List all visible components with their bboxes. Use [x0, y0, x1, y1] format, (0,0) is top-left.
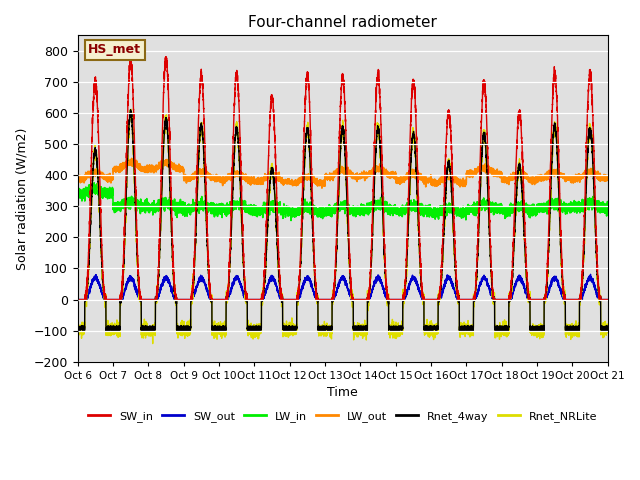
Rnet_NRLite [491, 329, 499, 335]
LW_out [318, 185, 326, 191]
Text: HS_met: HS_met [88, 43, 141, 56]
LW_in [182, 207, 189, 213]
LW_in [90, 180, 98, 186]
Rnet_NRLite [273, 216, 280, 222]
Line: LW_in: LW_in [77, 183, 608, 220]
Rnet_NRLite [182, 331, 189, 336]
Line: Rnet_NRLite: Rnet_NRLite [77, 109, 608, 344]
Rnet_4way [564, 328, 572, 334]
LW_in [491, 207, 499, 213]
Rnet_4way [602, 324, 610, 330]
Line: SW_out: SW_out [77, 274, 608, 300]
Rnet_NRLite [602, 325, 610, 331]
Rnet_4way [604, 325, 612, 331]
Rnet_4way [188, 296, 195, 302]
LW_out [182, 177, 189, 182]
Line: LW_out: LW_out [77, 158, 608, 188]
LW_out [188, 173, 195, 179]
LW_out [604, 178, 612, 183]
Y-axis label: Solar radiation (W/m2): Solar radiation (W/m2) [15, 127, 28, 270]
SW_out [187, 297, 195, 302]
Rnet_NRLite [74, 324, 81, 330]
SW_out [182, 297, 189, 302]
LW_in [287, 217, 295, 223]
SW_in [162, 54, 170, 60]
Title: Four-channel radiometer: Four-channel radiometer [248, 15, 437, 30]
Line: SW_in: SW_in [77, 57, 608, 300]
Rnet_NRLite [604, 324, 612, 329]
SW_in [188, 295, 195, 300]
Rnet_4way [182, 327, 189, 333]
LW_out [602, 172, 610, 178]
Rnet_4way [491, 324, 499, 329]
LW_out [128, 156, 136, 161]
LW_out [272, 173, 280, 179]
LW_out [416, 174, 424, 180]
SW_out [272, 283, 280, 289]
SW_in [491, 297, 499, 302]
SW_in [602, 297, 610, 302]
SW_out [416, 290, 424, 296]
Rnet_NRLite [188, 295, 195, 301]
LW_in [188, 209, 195, 215]
Rnet_NRLite [127, 107, 135, 112]
LW_in [416, 206, 424, 212]
Rnet_4way [127, 107, 134, 112]
SW_out [491, 297, 499, 302]
LW_in [604, 208, 612, 214]
LW_out [491, 170, 499, 176]
SW_out [587, 271, 595, 277]
SW_out [74, 297, 81, 302]
SW_in [272, 171, 280, 177]
Line: Rnet_4way: Rnet_4way [77, 109, 608, 331]
Legend: SW_in, SW_out, LW_in, LW_out, Rnet_4way, Rnet_NRLite: SW_in, SW_out, LW_in, LW_out, Rnet_4way,… [84, 407, 602, 426]
Rnet_NRLite [416, 249, 424, 255]
SW_in [182, 297, 189, 302]
LW_out [74, 174, 81, 180]
SW_out [602, 297, 610, 302]
SW_in [416, 240, 424, 246]
Rnet_NRLite [149, 341, 157, 347]
LW_in [272, 202, 280, 207]
LW_in [74, 188, 81, 193]
Rnet_4way [272, 219, 280, 225]
SW_in [74, 297, 81, 302]
SW_in [604, 297, 612, 302]
X-axis label: Time: Time [327, 386, 358, 399]
Rnet_4way [74, 325, 81, 331]
LW_in [602, 204, 610, 210]
SW_out [604, 297, 612, 302]
Rnet_4way [416, 255, 424, 261]
